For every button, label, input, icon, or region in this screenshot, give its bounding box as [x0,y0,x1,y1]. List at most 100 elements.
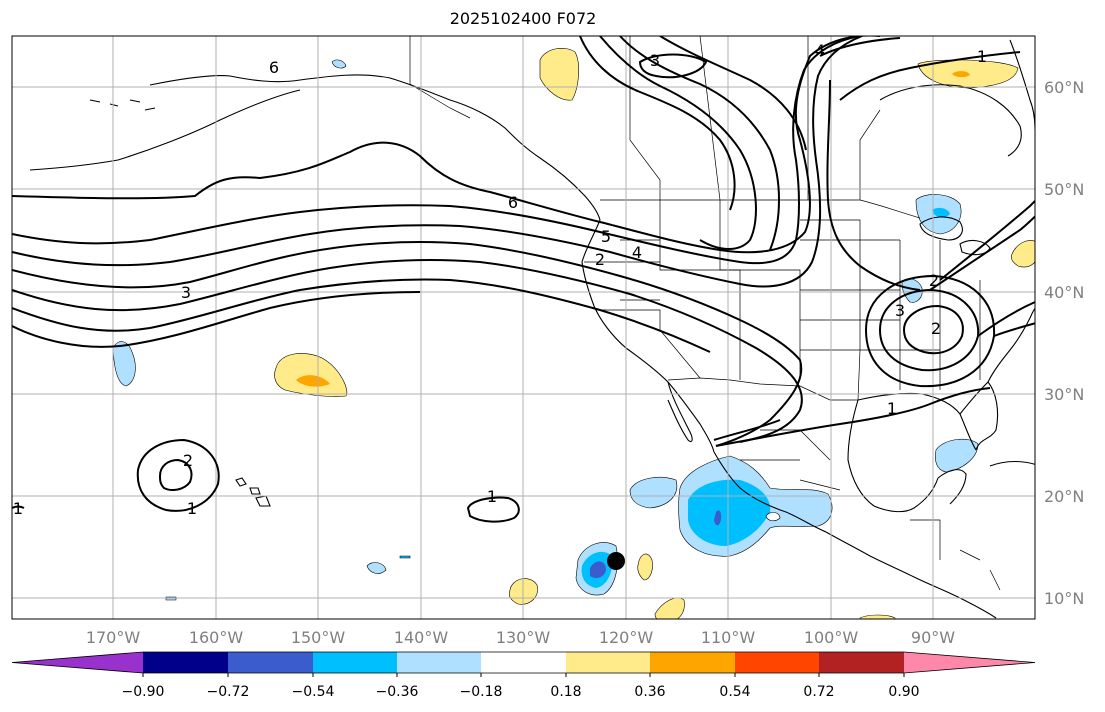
colorbar-tick-label: −0.18 [460,684,503,700]
colorbar-tick-label: 0.72 [803,684,834,700]
storm-position-marker [607,552,625,570]
colorbar-tick-label: 0.54 [719,684,750,700]
map-title: 2025102400 F072 [449,9,597,28]
longitude-labels: 170°W 160°W 150°W 140°W 130°W 120°W 110°… [86,628,955,647]
contour-1-west [12,505,25,509]
contour-label: 2 [931,319,941,338]
colorbar-segment [566,652,650,673]
contour-label: 1 [887,399,897,418]
colorbar-extend-max [904,652,1035,673]
state-border [719,200,801,380]
colorbar-segment [397,652,481,673]
contour-3 [12,241,803,447]
contour-east [939,199,1035,281]
contour-1 [12,291,421,348]
great-lakes [959,239,991,256]
contour-north [659,36,807,151]
contour-label: 2 [183,451,193,470]
contour-label: 4 [632,243,642,262]
contour-label-group: 6 6 5 4 4 3 3 3 2 2 2 2 1 1 1 1 1 [13,41,987,518]
contour-label: 3 [895,301,905,320]
positive-anomaly [1010,240,1035,268]
colorbar-segment [228,652,313,673]
negative-anomaly [112,341,136,387]
lon-label: 130°W [496,628,551,647]
colorbar-tick-label: −0.54 [292,684,335,700]
contour-label: 6 [508,193,518,212]
negative-anomaly [714,510,722,526]
alaska-coast [117,89,301,161]
east-coast [987,307,1035,383]
colorbar-segment [650,652,735,673]
colorbar-tick-label: 0.18 [550,684,581,700]
contour-label: 3 [181,283,191,302]
positive-anomaly [274,353,348,397]
us-canada-border [600,199,921,219]
lon-label: 150°W [291,628,346,647]
contour-label: 4 [815,41,825,60]
colorbar-tick-label: −0.90 [122,684,165,700]
colorbar-tick-label: 0.90 [888,684,919,700]
contour-4 [12,36,863,288]
contour-lines [12,36,1035,523]
contour-1-gulf [713,419,781,441]
contour-hawaii-1 [136,438,220,512]
lat-label: 40°N [1044,283,1084,302]
mexico-east-coast [847,399,939,513]
negative-anomaly [935,438,979,473]
contour-3-loop [638,53,708,79]
lat-label: 30°N [1044,385,1084,404]
positive-anomaly [859,614,896,619]
contour-label: 3 [650,51,660,70]
negative-anomaly [590,561,606,578]
negative-anomaly [366,562,387,574]
positive-anomaly [637,553,653,581]
contour-label: 2 [929,271,939,290]
contour-north [619,36,780,251]
colorbar-tick-label: 0.36 [634,684,665,700]
positive-anomaly [952,71,970,78]
gulf-coast [857,392,977,451]
contour-north [819,37,1021,101]
negative-anomaly [399,555,411,559]
central-america-border [910,519,1001,591]
contour-east [993,322,1035,337]
colorbar-segment [143,652,228,673]
colorbar-segment [735,652,819,673]
contour-hawaii-2 [158,458,193,491]
lon-label: 110°W [701,628,756,647]
contour-label: 2 [595,250,605,269]
lat-label: 20°N [1044,487,1084,506]
lat-label: 50°N [1044,180,1084,199]
great-lakes [919,216,963,241]
colorbar [11,651,1036,677]
colorbar-tick-label: −0.36 [376,684,419,700]
lon-label: 160°W [189,628,244,647]
contour-label: 5 [601,227,611,246]
contour-low [902,304,964,355]
contour-label: 6 [269,58,279,77]
contour-label: 1 [187,499,197,518]
political-borders [409,36,1001,591]
hawaii-islands [235,477,271,507]
colorbar-tick-labels: −0.90 −0.72 −0.54 −0.36 −0.18 0.18 0.36 … [122,684,920,700]
contour-north [579,36,736,211]
state-border [620,239,660,301]
contour-north [599,36,757,250]
plot-frame [11,35,1036,620]
graticule [12,36,1035,619]
contour-1-gulf [715,387,991,447]
contour-6 [12,36,880,254]
lat-label: 60°N [1044,78,1084,97]
alaska-canada-border [409,36,471,119]
contour-2b [12,278,711,353]
colorbar-tick-label: −0.72 [207,684,250,700]
state-border [899,240,981,390]
aleutians [89,99,156,111]
canada-province-border [859,109,881,200]
florida-coast [959,381,999,451]
contour-label: 1 [487,487,497,506]
positive-anomaly [296,375,330,387]
contour-1-loop [466,496,520,523]
